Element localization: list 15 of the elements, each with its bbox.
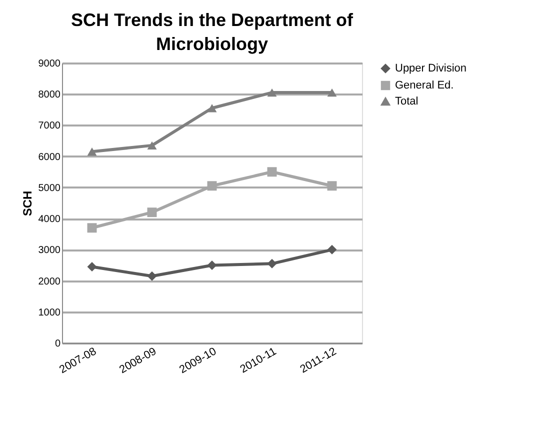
y-axis-title: SCH: [20, 190, 34, 216]
y-tick-label: 5000: [38, 182, 61, 194]
legend-label: Upper Division: [395, 62, 467, 74]
y-tick-label: 1000: [38, 307, 61, 318]
y-tick-label: 3000: [38, 245, 61, 256]
legend-label: Total: [395, 96, 418, 108]
y-tick-label: 0: [54, 338, 61, 350]
y-tick-label: 7000: [38, 120, 61, 132]
y-tick-label: 8000: [38, 90, 61, 101]
y-tick-label: 6000: [38, 152, 61, 163]
y-tick-label: 4000: [38, 214, 61, 226]
legend-label: General Ed.: [395, 80, 454, 92]
chart-title: SCH Trends in the Department of Microbiology: [70, 10, 354, 54]
y-tick-label: 2000: [38, 276, 61, 288]
y-tick-label: 9000: [38, 58, 61, 70]
